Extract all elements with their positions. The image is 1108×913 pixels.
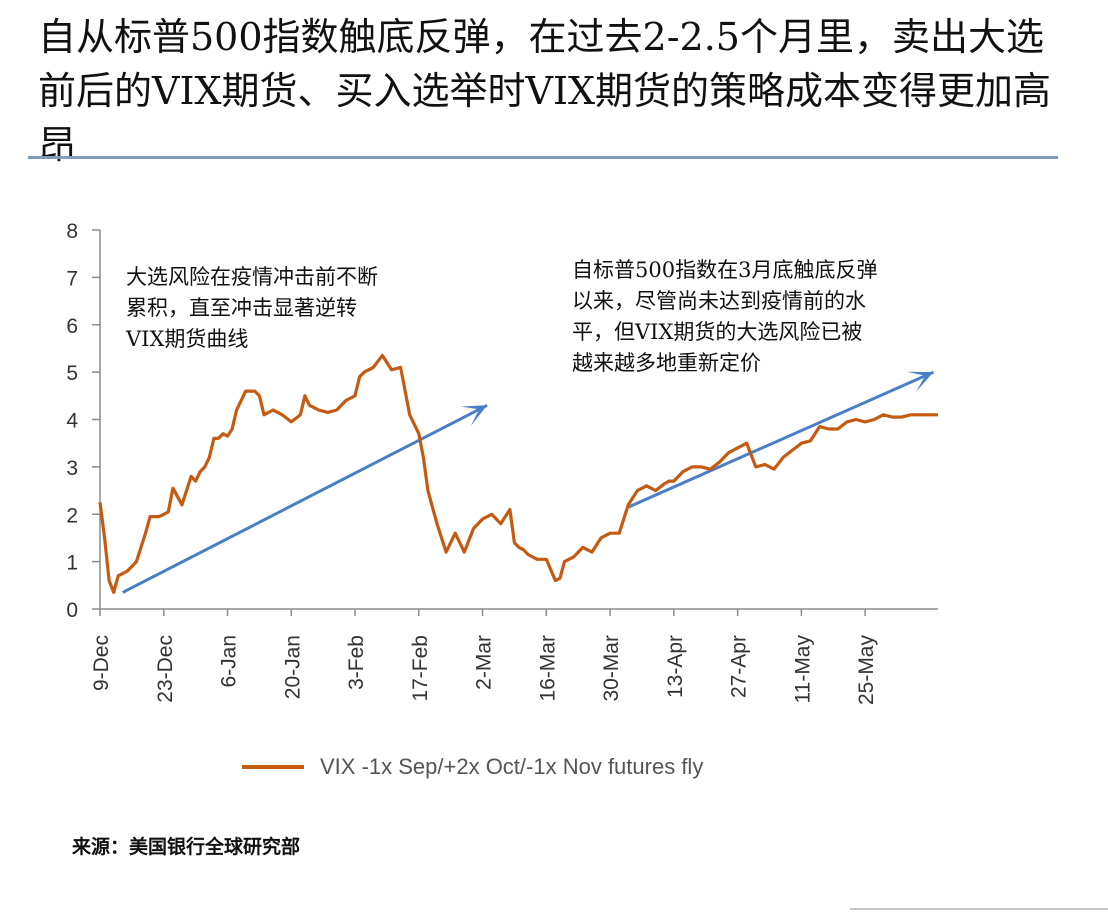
x-tick-label: 6-Jan [218, 635, 241, 688]
x-tick-label: 11-May [791, 635, 814, 704]
y-axis: 0 1 2 3 4 5 6 7 8 [66, 220, 101, 622]
annotation-right: 自标普500指数在3月底触底反弹以来，尽管尚未达到疫情前的水平，但VIX期货的大… [572, 258, 878, 375]
x-tick-label: 9-Dec [90, 635, 113, 691]
series-group [98, 353, 938, 595]
series-line [98, 353, 938, 595]
legend-swatch [242, 765, 304, 769]
source-note: 来源：美国银行全球研究部 [72, 836, 301, 858]
trend-arrow-head [460, 405, 488, 427]
y-tick-label: 0 [66, 599, 78, 622]
y-tick-label: 6 [66, 315, 78, 338]
y-tick-label: 4 [66, 410, 78, 433]
title-divider [28, 156, 1058, 159]
x-tick-label: 13-Apr [664, 635, 687, 698]
page-title: 自从标普500指数触底反弹，在过去2-2.5个月里，卖出大选前后的VIX期货、买… [38, 15, 1052, 167]
x-tick-label: 16-Mar [536, 635, 559, 702]
x-tick-label: 27-Apr [728, 635, 751, 698]
x-axis: 9-Dec 23-Dec 6-Jan 20-Jan 3-Feb 17-Feb 2-Mar 16… [90, 608, 938, 706]
y-tick-label: 5 [66, 362, 78, 385]
x-tick-label: 20-Jan [281, 635, 304, 699]
bottom-divider [850, 908, 1108, 910]
x-tick-label: 2-Mar [473, 635, 496, 690]
trend-arrow-line [627, 370, 935, 509]
trend-arrow-head [907, 371, 934, 392]
y-tick-label: 3 [66, 457, 78, 480]
legend-label: VIX -1x Sep/+2x Oct/-1x Nov futures fly [320, 754, 704, 779]
trend-arrow-line [122, 403, 488, 594]
x-tick-label: 30-Mar [600, 635, 623, 702]
y-tick-label: 1 [66, 552, 78, 575]
x-tick-label: 17-Feb [409, 635, 432, 702]
annotation-left: 大选风险在疫情冲击前不断累积，直至冲击显著逆转VIX期货曲线 [126, 265, 378, 351]
y-tick-label: 8 [66, 220, 78, 243]
trend-arrows [122, 370, 935, 594]
x-tick-label: 25-May [855, 635, 878, 706]
legend: VIX -1x Sep/+2x Oct/-1x Nov futures fly [242, 752, 703, 782]
y-tick-label: 7 [66, 267, 78, 290]
x-tick-label: 3-Feb [345, 635, 368, 690]
x-tick-label: 23-Dec [154, 635, 177, 703]
y-tick-label: 2 [66, 504, 78, 527]
